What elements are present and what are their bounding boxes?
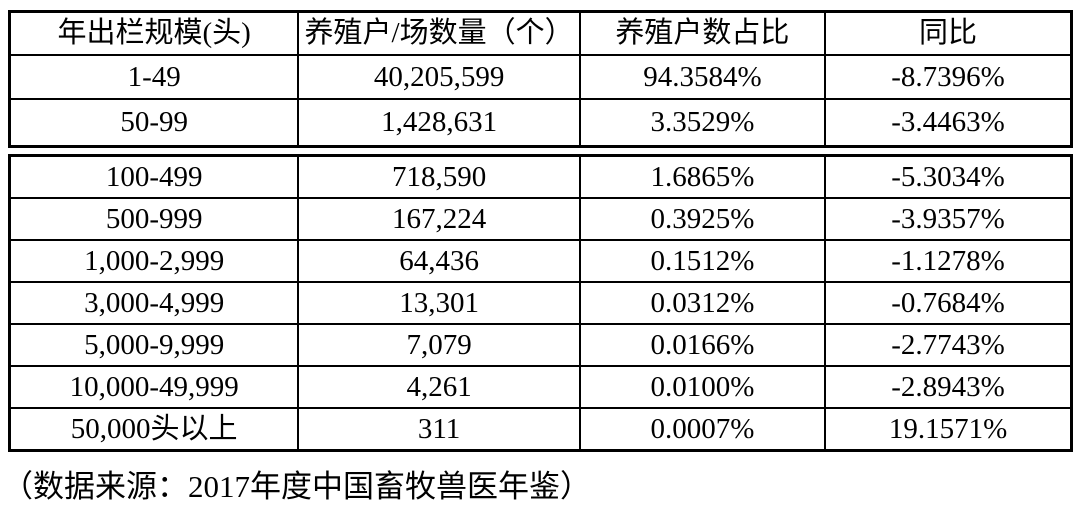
table-row: 1,000-2,999 64,436 0.1512% -1.1278% [8, 239, 1073, 283]
table-cell-scale: 1,000-2,999 [8, 239, 300, 283]
table-cell-scale: 1-49 [8, 54, 300, 100]
table-cell-share: 0.0100% [578, 365, 827, 409]
table-cell-share: 0.0312% [578, 281, 827, 325]
table-cell-count: 718,590 [297, 154, 581, 199]
table-cell-yoy: -2.7743% [824, 323, 1073, 367]
table-cell-scale: 500-999 [8, 197, 300, 241]
table-cell-count: 4,261 [297, 365, 581, 409]
table-cell-share: 3.3529% [578, 98, 827, 148]
table-row: 50-99 1,428,631 3.3529% -3.4463% [8, 98, 1073, 148]
table-cell-count: 7,079 [297, 323, 581, 367]
table-row: 100-499 718,590 1.6865% -5.3034% [8, 154, 1073, 199]
table-cell-share: 0.0007% [578, 407, 827, 452]
table-cell-share: 0.1512% [578, 239, 827, 283]
table-cell-scale: 50-99 [8, 98, 300, 148]
table-cell-count: 311 [297, 407, 581, 452]
table-cell-yoy: -8.7396% [824, 54, 1073, 100]
table-cell-share: 94.3584% [578, 54, 827, 100]
table-cell-yoy: -1.1278% [824, 239, 1073, 283]
table-row: 3,000-4,999 13,301 0.0312% -0.7684% [8, 281, 1073, 325]
table-cell-share: 0.0166% [578, 323, 827, 367]
table-cell-share: 1.6865% [578, 154, 827, 199]
table-row: 5,000-9,999 7,079 0.0166% -2.7743% [8, 323, 1073, 367]
table-cell-yoy: 19.1571% [824, 407, 1073, 452]
column-header-scale: 年出栏规模(头) [8, 10, 300, 56]
table-cell-scale: 5,000-9,999 [8, 323, 300, 367]
table-split-gap [8, 148, 1073, 154]
data-source-note: （数据来源：2017年度中国畜牧兽医年鉴） [2, 469, 591, 504]
table-cell-count: 13,301 [297, 281, 581, 325]
table-row: 10,000-49,999 4,261 0.0100% -2.8943% [8, 365, 1073, 409]
table-cell-count: 167,224 [297, 197, 581, 241]
header-row: 年出栏规模(头) 养殖户/场数量（个） 养殖户数占比 同比 [8, 10, 1073, 56]
table-cell-scale: 10,000-49,999 [8, 365, 300, 409]
column-header-yoy: 同比 [824, 10, 1073, 56]
farm-scale-table-upper: 年出栏规模(头) 养殖户/场数量（个） 养殖户数占比 同比 1-49 40,20… [8, 10, 1073, 148]
table-cell-scale: 3,000-4,999 [8, 281, 300, 325]
farm-scale-table: 年出栏规模(头) 养殖户/场数量（个） 养殖户数占比 同比 1-49 40,20… [8, 10, 1073, 452]
table-cell-yoy: -5.3034% [824, 154, 1073, 199]
column-header-share: 养殖户数占比 [578, 10, 827, 56]
table-row: 500-999 167,224 0.3925% -3.9357% [8, 197, 1073, 241]
table-cell-count: 1,428,631 [297, 98, 581, 148]
table-cell-count: 40,205,599 [297, 54, 581, 100]
table-cell-share: 0.3925% [578, 197, 827, 241]
table-cell-scale: 100-499 [8, 154, 300, 199]
table-row: 50,000头以上 311 0.0007% 19.1571% [8, 407, 1073, 452]
column-header-count: 养殖户/场数量（个） [297, 10, 581, 56]
farm-scale-table-lower: 100-499 718,590 1.6865% -5.3034% 500-999… [8, 154, 1073, 452]
table-cell-yoy: -3.4463% [824, 98, 1073, 148]
table-cell-yoy: -3.9357% [824, 197, 1073, 241]
table-cell-yoy: -2.8943% [824, 365, 1073, 409]
table-cell-count: 64,436 [297, 239, 581, 283]
table-cell-scale: 50,000头以上 [8, 407, 300, 452]
table-row: 1-49 40,205,599 94.3584% -8.7396% [8, 54, 1073, 100]
table-cell-yoy: -0.7684% [824, 281, 1073, 325]
